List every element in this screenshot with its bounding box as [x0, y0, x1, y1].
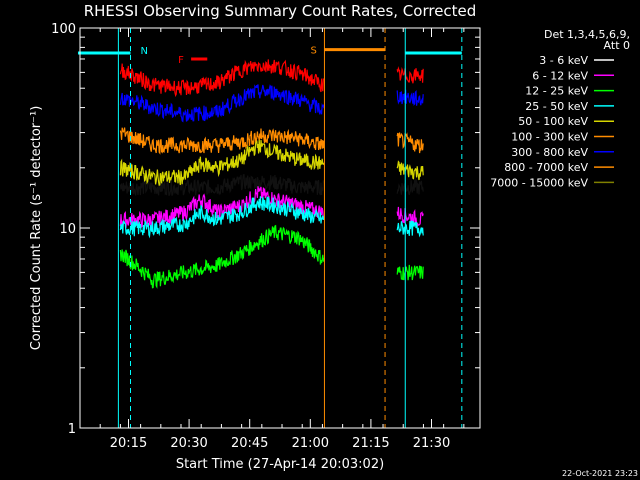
- y-tick-label: 100: [51, 22, 76, 37]
- flare-label: F: [178, 55, 184, 66]
- legend-label: 7000 - 15000 keV: [490, 176, 588, 189]
- series-trace: [119, 59, 325, 98]
- series-trace-outline: [396, 178, 424, 196]
- series-trace: [119, 137, 325, 186]
- x-tick-label: 21:30: [413, 436, 450, 451]
- x-tick-label: 20:15: [110, 436, 147, 451]
- series-trace: [396, 264, 424, 281]
- legend-label: 50 - 100 keV: [518, 115, 588, 128]
- series-trace: [396, 220, 424, 238]
- axes: 1 10 100 20:15 20:30 20:45 21:00 21:15 21:30: [51, 22, 481, 451]
- night-label: N: [141, 46, 148, 57]
- x-axis-label: Start Time (27-Apr-14 20:03:02): [176, 457, 384, 472]
- x-tick-label: 21:00: [292, 436, 329, 451]
- series-trace-outline: [119, 173, 325, 196]
- footer-date: 22-Oct-2021 23:23: [562, 469, 638, 478]
- chart-title: RHESSI Observing Summary Count Rates, Co…: [84, 2, 477, 20]
- legend: Det 1,3,4,5,6,9,Att 0 3 - 6 keV 6 - 12 keV…: [490, 28, 630, 189]
- legend-label: 6 - 12 keV: [532, 69, 588, 82]
- y-tick-label: 10: [59, 222, 76, 237]
- series-trace: [119, 224, 325, 289]
- legend-label: 100 - 300 keV: [511, 131, 588, 144]
- legend-label: 25 - 50 keV: [525, 100, 588, 113]
- series-trace: [396, 132, 424, 154]
- series-trace: [119, 196, 325, 239]
- plot-area: NFS: [77, 28, 463, 428]
- series-trace: [119, 127, 325, 155]
- x-tick-label: 20:30: [170, 436, 207, 451]
- series-trace: [396, 206, 424, 229]
- saa-label: S: [310, 46, 316, 57]
- series-trace: [119, 84, 325, 123]
- legend-label: 800 - 7000 keV: [504, 161, 588, 174]
- series-trace: [396, 160, 424, 181]
- legend-label: 3 - 6 keV: [539, 54, 588, 67]
- series-trace: [396, 89, 424, 106]
- x-tick-label: 21:15: [352, 436, 389, 451]
- legend-header: Det 1,3,4,5,6,9,: [544, 28, 630, 41]
- legend-header: Att 0: [604, 39, 630, 52]
- x-tick-label: 20:45: [231, 436, 268, 451]
- y-tick-label: 1: [68, 422, 76, 437]
- y-axis-label: Corrected Count Rate (s⁻¹ detector⁻¹): [29, 106, 44, 351]
- legend-label: 300 - 800 keV: [511, 146, 588, 159]
- series-trace: [396, 66, 424, 84]
- legend-label: 12 - 25 keV: [525, 85, 588, 98]
